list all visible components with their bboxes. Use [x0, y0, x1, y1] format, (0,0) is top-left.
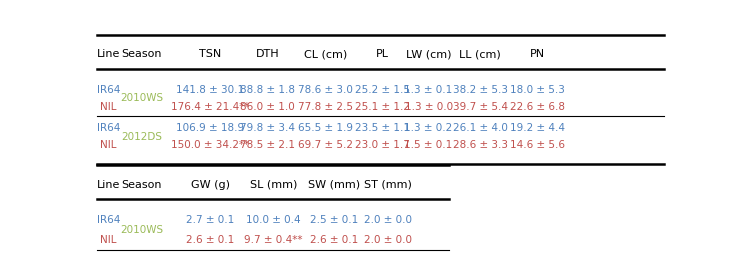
Text: LW (cm): LW (cm) — [406, 49, 451, 59]
Text: 9.7 ± 0.4**: 9.7 ± 0.4** — [245, 234, 303, 244]
Text: 10.0 ± 0.4: 10.0 ± 0.4 — [246, 214, 301, 224]
Text: 79.8 ± 3.4: 79.8 ± 3.4 — [240, 122, 295, 132]
Text: 150.0 ± 34.2**: 150.0 ± 34.2** — [171, 140, 250, 150]
Text: 1.3 ± 0.2: 1.3 ± 0.2 — [405, 122, 453, 132]
Text: 39.7 ± 5.4: 39.7 ± 5.4 — [453, 102, 508, 112]
Text: 141.8 ± 30.1: 141.8 ± 30.1 — [176, 84, 245, 94]
Text: 2.0 ± 0.0: 2.0 ± 0.0 — [365, 214, 413, 224]
Text: 38.2 ± 5.3: 38.2 ± 5.3 — [453, 84, 508, 94]
Text: 2.0 ± 0.0: 2.0 ± 0.0 — [365, 234, 413, 244]
Text: 86.0 ± 1.0: 86.0 ± 1.0 — [240, 102, 295, 112]
Text: 65.5 ± 1.9: 65.5 ± 1.9 — [298, 122, 353, 132]
Text: 176.4 ± 21.4**: 176.4 ± 21.4** — [171, 102, 250, 112]
Text: 2.6 ± 0.1: 2.6 ± 0.1 — [186, 234, 234, 244]
Text: PL: PL — [376, 49, 389, 59]
Text: 23.0 ± 1.7: 23.0 ± 1.7 — [355, 140, 410, 150]
Text: ST (mm): ST (mm) — [365, 179, 412, 189]
Text: 28.6 ± 3.3: 28.6 ± 3.3 — [453, 140, 508, 150]
Text: 78.6 ± 3.0: 78.6 ± 3.0 — [298, 84, 353, 94]
Text: Line: Line — [97, 179, 120, 189]
Text: 23.5 ± 1.1: 23.5 ± 1.1 — [355, 122, 410, 132]
Text: 106.9 ± 18.9: 106.9 ± 18.9 — [176, 122, 245, 132]
Text: GW (g): GW (g) — [191, 179, 230, 189]
Text: 2.5 ± 0.1: 2.5 ± 0.1 — [310, 214, 358, 224]
Text: 69.7 ± 5.2: 69.7 ± 5.2 — [298, 140, 353, 150]
Text: 77.8 ± 2.5: 77.8 ± 2.5 — [298, 102, 353, 112]
Text: NIL: NIL — [101, 102, 117, 112]
Text: IR64: IR64 — [97, 122, 120, 132]
Text: LL (cm): LL (cm) — [459, 49, 501, 59]
Text: Season: Season — [122, 49, 162, 59]
Text: 2012DS: 2012DS — [121, 131, 162, 141]
Text: PN: PN — [530, 49, 545, 59]
Text: 22.6 ± 6.8: 22.6 ± 6.8 — [511, 102, 565, 112]
Text: 25.2 ± 1.5: 25.2 ± 1.5 — [355, 84, 410, 94]
Text: IR64: IR64 — [97, 214, 120, 224]
Text: 19.2 ± 4.4: 19.2 ± 4.4 — [511, 122, 565, 132]
Text: DTH: DTH — [256, 49, 279, 59]
Text: 2.7 ± 0.1: 2.7 ± 0.1 — [186, 214, 234, 224]
Text: SW (mm): SW (mm) — [308, 179, 360, 189]
Text: 2010WS: 2010WS — [120, 93, 163, 103]
Text: 2010WS: 2010WS — [120, 224, 163, 234]
Text: 26.1 ± 4.0: 26.1 ± 4.0 — [453, 122, 508, 132]
Text: IR64: IR64 — [97, 84, 120, 94]
Text: 1.3 ± 0.0: 1.3 ± 0.0 — [405, 102, 453, 112]
Text: 18.0 ± 5.3: 18.0 ± 5.3 — [511, 84, 565, 94]
Text: CL (cm): CL (cm) — [304, 49, 347, 59]
Text: 25.1 ± 1.2: 25.1 ± 1.2 — [355, 102, 410, 112]
Text: 78.5 ± 2.1: 78.5 ± 2.1 — [240, 140, 295, 150]
Text: 2.6 ± 0.1: 2.6 ± 0.1 — [310, 234, 358, 244]
Text: 1.3 ± 0.1: 1.3 ± 0.1 — [405, 84, 453, 94]
Text: NIL: NIL — [101, 140, 117, 150]
Text: Season: Season — [122, 179, 162, 189]
Text: SL (mm): SL (mm) — [250, 179, 297, 189]
Text: NIL: NIL — [101, 234, 117, 244]
Text: Line: Line — [97, 49, 120, 59]
Text: TSN: TSN — [199, 49, 222, 59]
Text: 14.6 ± 5.6: 14.6 ± 5.6 — [511, 140, 565, 150]
Text: 1.5 ± 0.1: 1.5 ± 0.1 — [405, 140, 453, 150]
Text: 88.8 ± 1.8: 88.8 ± 1.8 — [240, 84, 295, 94]
